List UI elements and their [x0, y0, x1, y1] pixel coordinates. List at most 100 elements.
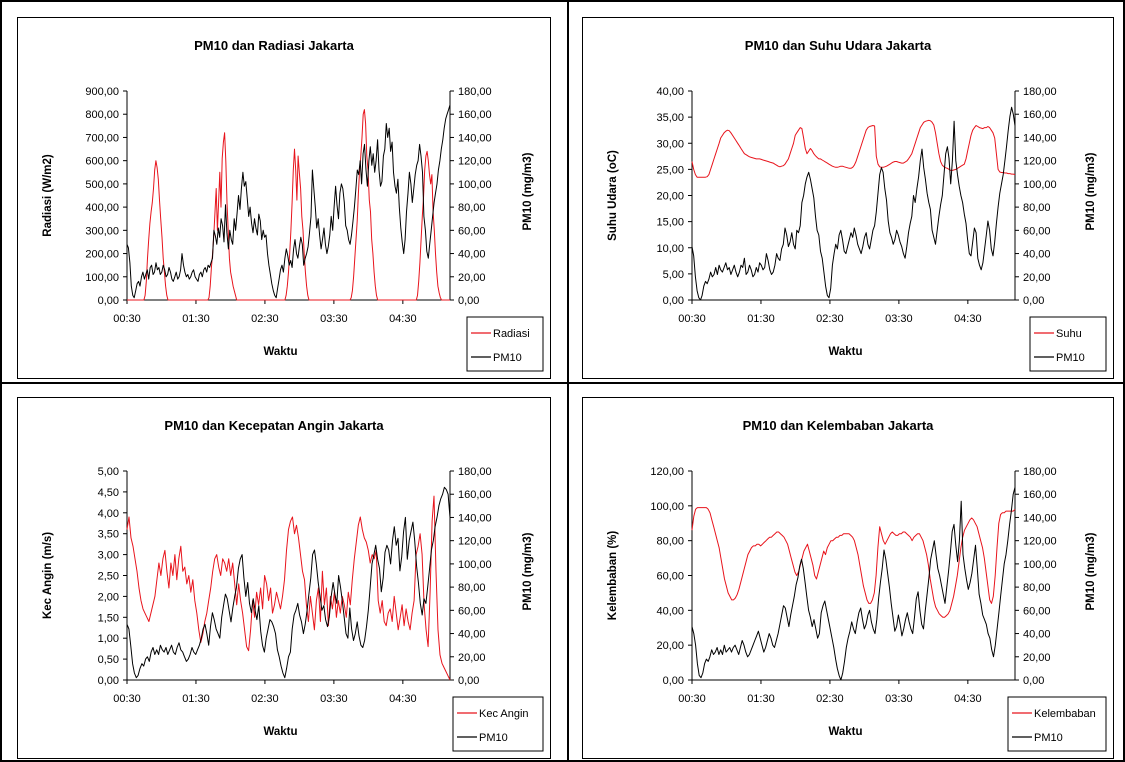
legend-label: Kelembaban: [1034, 708, 1096, 720]
y-left-tick-label: 1,00: [98, 633, 119, 645]
legend-label: PM10: [479, 732, 508, 744]
x-axis-title: Waktu: [828, 726, 862, 738]
chart-title: PM10 dan Suhu Udara Jakarta: [745, 38, 932, 53]
y-right-tick-label: 180,00: [1023, 86, 1057, 98]
legend: Kec Angin PM10: [452, 696, 544, 752]
series-line-pm10: [126, 486, 451, 679]
x-tick-label: 02:30: [251, 313, 279, 325]
y-left-tick-label: 25,00: [656, 164, 684, 176]
y-right-axis-title: PM10 (mg/m3): [1085, 152, 1097, 230]
y-right-tick-label: 100,00: [458, 179, 492, 191]
y-right-tick-label: 60,00: [458, 605, 486, 617]
chart-title: PM10 dan Kecepatan Angin Jakarta: [164, 418, 384, 433]
y-right-tick-label: 20,00: [458, 652, 486, 664]
y-left-axis-title: Kelembaban (%): [607, 531, 619, 621]
y-right-axis-title: PM10 (mg/m3): [522, 152, 534, 230]
grid-border-top: [0, 0, 1125, 2]
chart-svg: PM10 dan Kelembaban Jakarta 0,00 20,00 40,0…: [607, 418, 1107, 752]
series-line-pm10: [126, 104, 451, 299]
chart-svg: PM10 dan Kecepatan Angin Jakarta 0,00 0,50…: [42, 418, 544, 752]
y-right-tick-label: 140,00: [458, 132, 492, 144]
legend-label: Radiasi: [493, 328, 530, 340]
chart-svg: PM10 dan Radiasi Jakarta 0,00 100,00 200,00…: [42, 38, 544, 372]
series-line-suhu: [691, 119, 1016, 178]
series-line-kec-angin: [126, 495, 451, 681]
y-right-axis-title: PM10 (mg/m3): [1085, 532, 1097, 610]
x-tick-label: 02:30: [816, 313, 844, 325]
y-left-tick-label: 5,00: [663, 269, 684, 281]
x-tick-label: 04:30: [954, 693, 982, 705]
y-left-tick-label: 1,50: [98, 612, 119, 624]
series-line-radiasi: [127, 109, 450, 301]
y-right-tick-label: 140,00: [1023, 512, 1057, 524]
y-right-tick-label: 40,00: [1023, 629, 1051, 641]
grid-border-right: [1123, 0, 1125, 762]
x-tick-label: 00:30: [678, 693, 706, 705]
y-left-tick-label: 120,00: [650, 466, 684, 478]
chart-panel-suhu: PM10 dan Suhu Udara Jakarta 0,00 5,00 10,00…: [582, 17, 1114, 379]
y-right-tick-label: 40,00: [458, 249, 486, 261]
y-right-tick-label: 80,00: [458, 582, 486, 594]
chart-frame: [582, 17, 1114, 379]
y-right-tick-label: 120,00: [458, 156, 492, 168]
y-left-tick-label: 40,00: [656, 86, 684, 98]
y-left-axis-title: Kec Angin (m/s): [42, 532, 54, 619]
grid-divider-vertical: [567, 0, 569, 762]
y-left-tick-label: 60,00: [656, 571, 684, 583]
series-line-pm10: [691, 487, 1016, 681]
y-left-tick-label: 40,00: [656, 605, 684, 617]
y-left-axis-title: Radiasi (W/m2): [42, 154, 54, 237]
x-axis-title: Waktu: [263, 346, 297, 358]
y-left-tick-label: 300,00: [85, 225, 119, 237]
y-right-tick-label: 160,00: [458, 109, 492, 121]
y-right-tick-label: 120,00: [458, 536, 492, 548]
y-right-tick-label: 180,00: [458, 466, 492, 478]
y-left-tick-label: 3,00: [98, 550, 119, 562]
y-right-tick-label: 40,00: [1023, 249, 1051, 261]
y-right-tick-label: 40,00: [458, 629, 486, 641]
y-right-tick-label: 100,00: [458, 559, 492, 571]
x-tick-label: 02:30: [251, 693, 279, 705]
legend-box: [466, 316, 544, 372]
y-left-tick-label: 30,00: [656, 138, 684, 150]
y-right-tick-label: 80,00: [1023, 202, 1051, 214]
y-left-tick-label: 0,00: [98, 295, 119, 307]
x-tick-label: 04:30: [954, 313, 982, 325]
x-tick-label: 01:30: [747, 693, 775, 705]
y-left-tick-label: 600,00: [85, 156, 119, 168]
y-left-tick-label: 4,00: [98, 508, 119, 520]
y-left-tick-label: 2,00: [98, 591, 119, 603]
legend-box: [1007, 696, 1107, 752]
y-left-tick-label: 15,00: [656, 217, 684, 229]
x-tick-label: 03:30: [885, 693, 913, 705]
y-left-tick-label: 3,50: [98, 529, 119, 541]
y-left-tick-label: 10,00: [656, 243, 684, 255]
legend-label: PM10: [1034, 732, 1063, 744]
y-right-tick-label: 140,00: [458, 512, 492, 524]
y-right-tick-label: 80,00: [458, 202, 486, 214]
y-left-tick-label: 35,00: [656, 112, 684, 124]
y-left-tick-label: 500,00: [85, 179, 119, 191]
legend-box: [452, 696, 544, 752]
y-right-tick-label: 0,00: [1023, 675, 1044, 687]
y-left-tick-label: 20,00: [656, 191, 684, 203]
x-axis-title: Waktu: [263, 726, 297, 738]
y-left-tick-label: 200,00: [85, 249, 119, 261]
x-tick-label: 03:30: [320, 313, 348, 325]
x-tick-label: 01:30: [182, 313, 210, 325]
y-right-tick-label: 20,00: [1023, 272, 1051, 284]
y-right-tick-label: 60,00: [1023, 605, 1051, 617]
legend-label: Suhu: [1056, 328, 1082, 340]
x-tick-label: 00:30: [113, 693, 141, 705]
y-left-tick-label: 20,00: [656, 640, 684, 652]
y-right-tick-label: 160,00: [458, 489, 492, 501]
y-left-axis-title: Suhu Udara (oC): [607, 150, 619, 241]
legend-box: [1029, 316, 1107, 372]
y-left-tick-label: 800,00: [85, 109, 119, 121]
y-right-tick-label: 0,00: [1023, 295, 1044, 307]
y-right-tick-label: 160,00: [1023, 109, 1057, 121]
y-right-tick-label: 60,00: [1023, 225, 1051, 237]
legend-label: PM10: [493, 352, 522, 364]
grid-border-bottom: [0, 760, 1125, 762]
y-left-tick-label: 2,50: [98, 571, 119, 583]
